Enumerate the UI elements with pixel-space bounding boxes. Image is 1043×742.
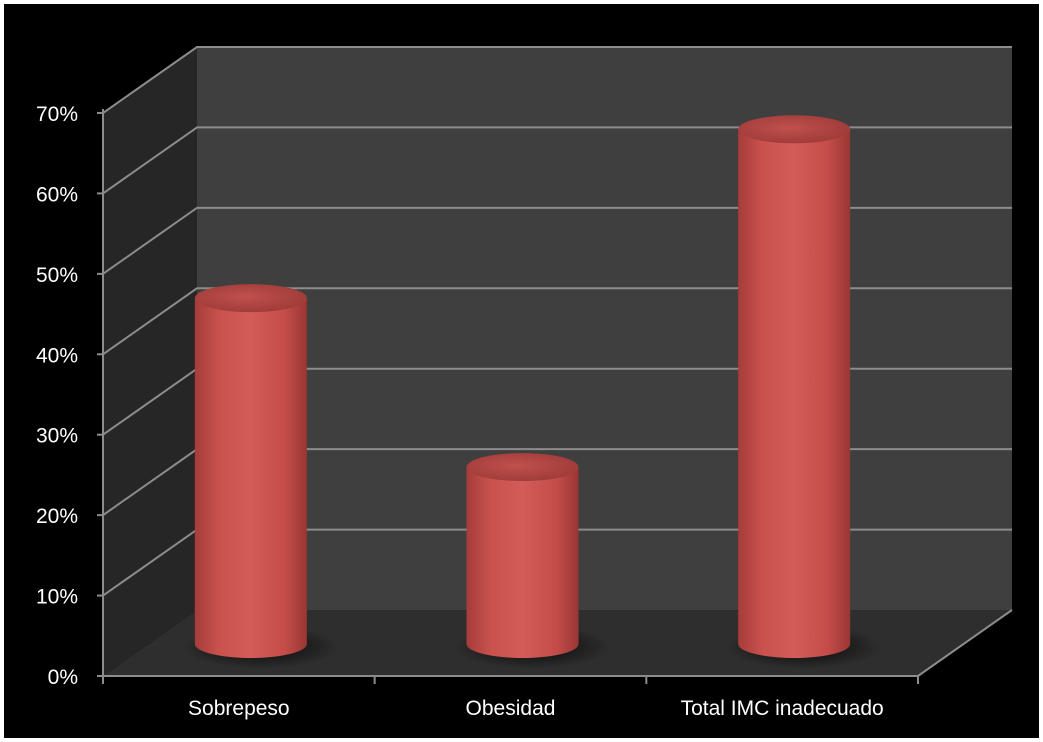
- y-tick-label: 10%: [36, 586, 78, 609]
- floor-edge-line: [917, 609, 1013, 677]
- bar-top: [194, 284, 307, 313]
- y-tick-label: 60%: [36, 183, 78, 206]
- y-tick-label: 20%: [36, 505, 78, 528]
- x-category-label: Sobrepeso: [188, 697, 290, 720]
- y-tick-label: 70%: [36, 103, 78, 126]
- bar-top: [738, 115, 851, 144]
- bar-body: [194, 298, 307, 658]
- side-wall: [103, 47, 197, 676]
- y-tick-label: 30%: [36, 425, 78, 448]
- y-axis-tick-labels: 0% 10% 20% 30% 40% 50% 60% 70%: [36, 103, 78, 689]
- x-category-label: Total IMC inadecuado: [681, 697, 884, 720]
- bars: [182, 115, 883, 669]
- back-wall: [197, 47, 1012, 610]
- gridline: [102, 46, 1012, 114]
- bar-body: [738, 129, 851, 658]
- bar-top: [466, 453, 579, 482]
- bar: [182, 284, 339, 669]
- y-tick-label: 0%: [48, 666, 78, 689]
- x-axis-category-labels: Sobrepeso Obesidad Total IMC inadecuado: [188, 697, 884, 720]
- chart-frame: 0% 10% 20% 30% 40% 50% 60% 70% Sobrepeso Obesida…: [4, 4, 1039, 738]
- y-tick-label: 50%: [36, 264, 78, 287]
- bar: [726, 115, 883, 669]
- bar: [454, 453, 611, 669]
- y-tick-label: 40%: [36, 344, 78, 367]
- x-category-label: Obesidad: [466, 697, 556, 720]
- bar-chart: 0% 10% 20% 30% 40% 50% 60% 70% Sobrepeso Obesida…: [36, 46, 1013, 720]
- axes: [97, 109, 1013, 684]
- bar-body: [466, 467, 579, 658]
